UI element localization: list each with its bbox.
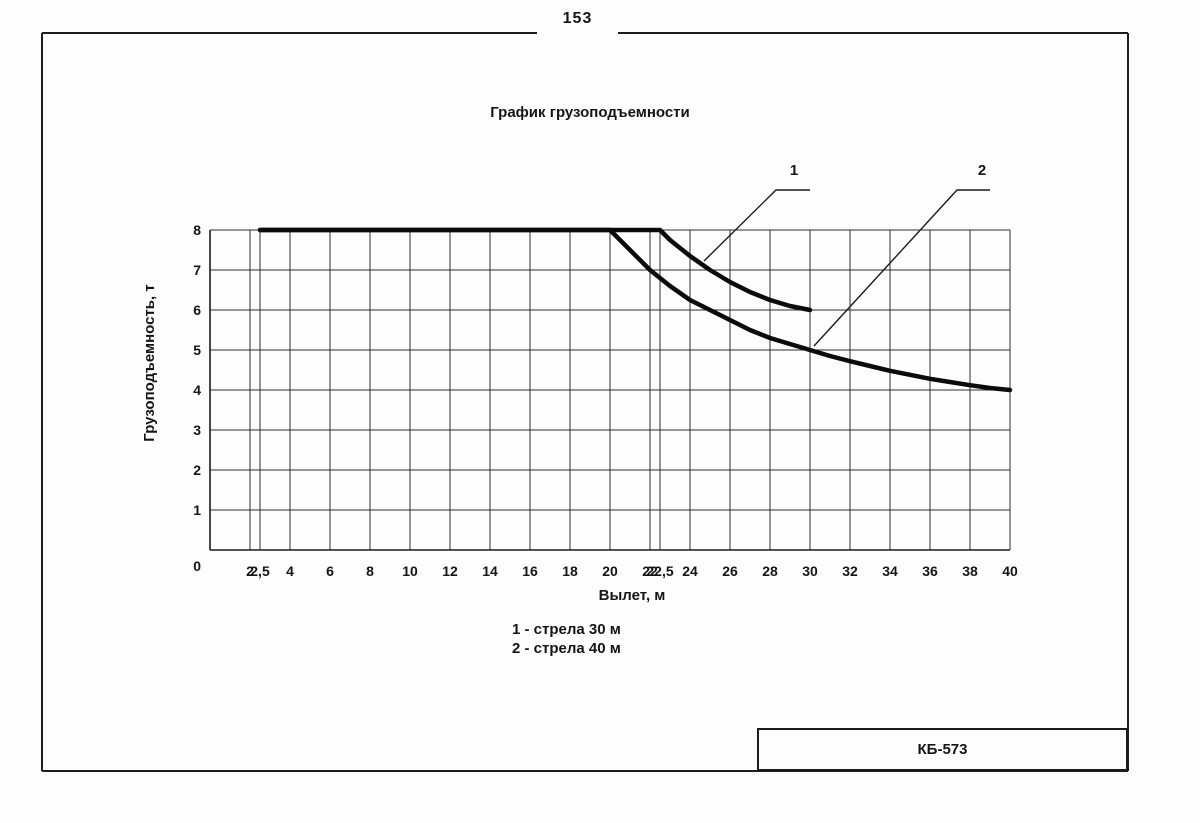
curve-label-1: 1: [789, 162, 799, 179]
leader-line-2: [813, 189, 990, 347]
curve-label-2: 2: [977, 162, 987, 179]
x-tick-label: 10: [402, 563, 418, 579]
x-tick-label: 36: [922, 563, 938, 579]
capacity-curve-1: [257, 227, 813, 313]
x-tick-label: 26: [722, 563, 738, 579]
x-tick-label: 32: [842, 563, 858, 579]
x-tick-label: 20: [602, 563, 618, 579]
x-tick-label: 28: [762, 563, 778, 579]
leader-line-1: [703, 189, 810, 262]
x-tick-label: 38: [962, 563, 978, 579]
y-axis-title: Грузоподъемность, т: [141, 284, 158, 442]
x-tick-label: 14: [482, 563, 498, 579]
x-tick-label: 40: [1002, 563, 1018, 579]
capacity-curve-2: [257, 227, 1013, 393]
y-tick-label: 1: [193, 502, 201, 518]
y-tick-label: 3: [193, 422, 201, 438]
y-tick-label: 8: [193, 222, 201, 238]
legend-item-1: 1 - стрела 30 м: [512, 621, 621, 638]
chart-legend: 1 - стрела 30 м 2 - стрела 40 м: [512, 620, 621, 658]
y-tick-label: 0: [193, 558, 201, 574]
model-title-block: КБ-573: [757, 728, 1128, 771]
x-tick-label: 8: [366, 563, 374, 579]
y-tick-label: 7: [193, 262, 201, 278]
y-tick-label: 6: [193, 302, 201, 318]
y-tick-label: 5: [193, 342, 201, 358]
x-axis-title: Вылет, м: [598, 587, 666, 604]
x-tick-label: 2,5: [250, 563, 270, 579]
y-tick-label: 4: [193, 382, 201, 398]
x-tick-label: 30: [802, 563, 818, 579]
x-tick-label: 16: [522, 563, 538, 579]
curve-annotations: [703, 189, 990, 347]
x-tick-label: 18: [562, 563, 578, 579]
x-tick-label: 6: [326, 563, 334, 579]
x-tick-label: 12: [442, 563, 458, 579]
y-tick-label: 2: [193, 462, 201, 478]
x-tick-label: 22: [642, 563, 658, 579]
legend-item-2: 2 - стрела 40 м: [512, 640, 621, 657]
x-tick-label: 2: [246, 563, 254, 579]
page-number: 153: [562, 10, 593, 27]
x-tick-label: 34: [882, 563, 898, 579]
x-tick-label: 24: [682, 563, 698, 579]
page-frame: [41, 32, 1129, 772]
x-tick-label: 4: [286, 563, 294, 579]
chart-title: График грузоподъемности: [490, 104, 690, 121]
x-tick-label: 22,5: [646, 563, 673, 579]
